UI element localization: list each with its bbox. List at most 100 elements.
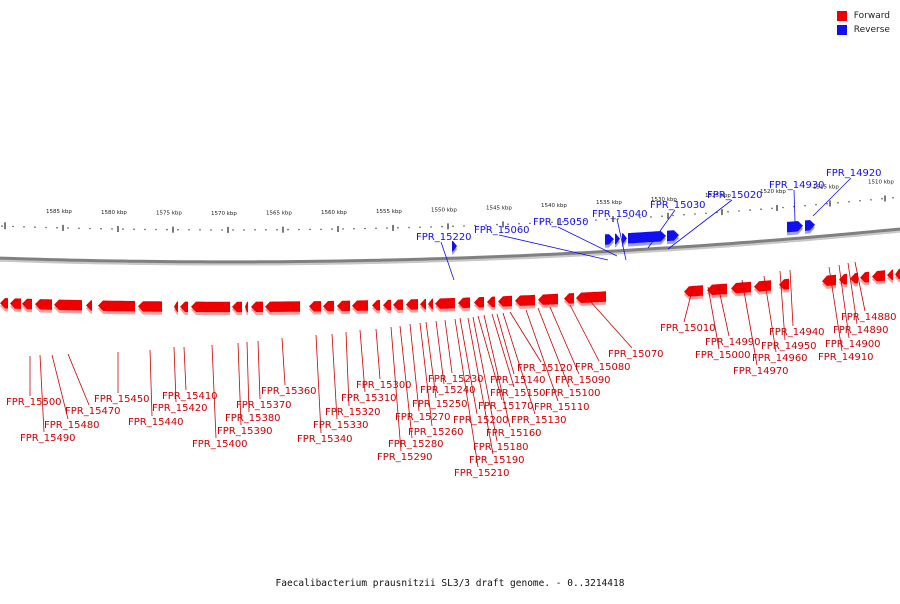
ruler-dot xyxy=(617,218,619,220)
gene-forward xyxy=(309,301,321,312)
ruler-dot xyxy=(496,223,498,226)
gene-label-forward-leader xyxy=(237,342,242,426)
gene-label-forward-leader xyxy=(345,331,350,407)
gene-label-forward-leader xyxy=(589,300,633,349)
gene-forward xyxy=(10,298,21,309)
gene-label-forward: FPR_15320 xyxy=(325,407,381,418)
gene-label-forward: FPR_15270 xyxy=(395,412,451,423)
gene-forward xyxy=(731,281,751,294)
ruler-dot xyxy=(848,201,850,203)
gene-label-forward: FPR_15190 xyxy=(469,455,525,466)
ruler-tick-label: 1550 kbp xyxy=(431,207,457,213)
gene-label-reverse-leader xyxy=(557,226,618,257)
gene-label-forward-leader xyxy=(502,312,536,415)
gene-label-forward: FPR_15400 xyxy=(192,439,248,450)
ruler-dot xyxy=(34,226,36,228)
gene-forward xyxy=(383,299,391,311)
gene-forward xyxy=(54,299,82,311)
gene-forward xyxy=(337,300,350,312)
gene-label-forward-leader xyxy=(537,307,570,388)
gene-forward xyxy=(98,300,135,312)
ruler-dot xyxy=(859,200,861,202)
gene-forward xyxy=(498,295,512,307)
gene-forward xyxy=(474,296,484,308)
ruler-dot xyxy=(386,227,388,229)
gene-forward xyxy=(352,300,368,311)
ruler-dot xyxy=(342,228,344,230)
ruler-dot xyxy=(100,227,102,230)
gene-label-forward: FPR_15210 xyxy=(454,468,510,479)
ruler-dot xyxy=(397,227,399,229)
gene-label-reverse-leader xyxy=(793,189,796,223)
gene-label-forward-leader xyxy=(375,328,381,380)
gene-label-forward: FPR_14880 xyxy=(841,312,897,323)
gene-label-forward-leader xyxy=(246,341,250,413)
gene-label-forward: FPR_14960 xyxy=(752,353,808,364)
backbone xyxy=(0,227,900,266)
gene-label-reverse: FPR_14920 xyxy=(826,168,882,179)
ruler-dot xyxy=(518,222,520,225)
gene-label-forward-leader xyxy=(491,313,515,388)
gene-forward xyxy=(458,297,470,309)
gene-label-forward: FPR_15160 xyxy=(486,428,542,439)
gene-label-forward: FPR_14900 xyxy=(825,339,881,350)
ruler-dot xyxy=(232,229,234,231)
gene-label-forward-leader xyxy=(549,306,580,375)
gene-label-forward: FPR_15240 xyxy=(420,385,476,396)
ruler-dot xyxy=(760,208,762,210)
gene-forward xyxy=(822,274,836,286)
ruler-tick-label: 1545 kbp xyxy=(486,205,512,211)
gene-forward xyxy=(22,298,32,310)
gene-label-forward-leader xyxy=(717,284,730,337)
ruler-dot xyxy=(364,227,366,230)
ruler-tick-label: 1530 kbp xyxy=(651,197,677,203)
gene-label-forward: FPR_15490 xyxy=(20,433,76,444)
gene-forward xyxy=(515,294,535,306)
gene-label-forward: FPR_15420 xyxy=(152,403,208,414)
ruler-dot xyxy=(672,214,674,217)
ruler-dot xyxy=(507,223,509,225)
gene-label-forward-leader xyxy=(173,346,177,403)
gene-label-forward: FPR_14950 xyxy=(761,341,817,352)
gene-label-forward-leader xyxy=(425,321,437,399)
gene-reverse xyxy=(805,220,815,231)
legend-reverse[interactable]: Reverse xyxy=(836,23,890,37)
legend-forward[interactable]: Forward xyxy=(836,9,890,23)
ruler-dot xyxy=(287,228,289,231)
gene-label-forward: FPR_15360 xyxy=(261,386,317,397)
gene-label-forward: FPR_15250 xyxy=(412,399,468,410)
ruler-tick-label: 1570 kbp xyxy=(211,211,237,217)
gene-label-forward: FPR_14910 xyxy=(818,352,874,363)
gene-forward xyxy=(850,272,858,284)
ruler-dot xyxy=(683,214,685,216)
backbone-shadow xyxy=(0,230,900,266)
gene-forward xyxy=(406,299,418,310)
gene-label-forward-leader xyxy=(789,269,794,327)
gene-label-forward: FPR_14970 xyxy=(733,366,789,377)
gene-forward xyxy=(174,301,178,312)
ruler-dot xyxy=(804,204,806,207)
ruler-tick-label: 1555 kbp xyxy=(376,209,402,215)
gene-label-forward: FPR_15280 xyxy=(388,439,444,450)
gene-label-forward-leader xyxy=(763,275,777,353)
gene-label-forward-leader xyxy=(569,304,600,362)
ruler-dot xyxy=(474,224,476,227)
ruler-dot xyxy=(815,203,817,206)
ruler-dot xyxy=(155,228,157,231)
gene-forward xyxy=(265,301,300,312)
gene-reverse xyxy=(628,231,666,244)
gene-forward xyxy=(707,283,727,295)
ruler-dot xyxy=(837,202,839,204)
gene-label-reverse-leader xyxy=(498,234,609,261)
ruler-dot xyxy=(606,218,608,221)
ruler-dot xyxy=(89,227,91,230)
gene-label-forward: FPR_15450 xyxy=(94,394,150,405)
ruler-dot xyxy=(705,212,707,215)
gene-forward xyxy=(428,298,433,310)
gene-label-reverse: FPR_14930 xyxy=(769,180,825,191)
ruler-dot xyxy=(1,225,3,227)
ruler-dot xyxy=(529,222,531,225)
ruler-dot xyxy=(452,225,454,227)
gene-label-reverse: FPR_15060 xyxy=(474,225,530,236)
